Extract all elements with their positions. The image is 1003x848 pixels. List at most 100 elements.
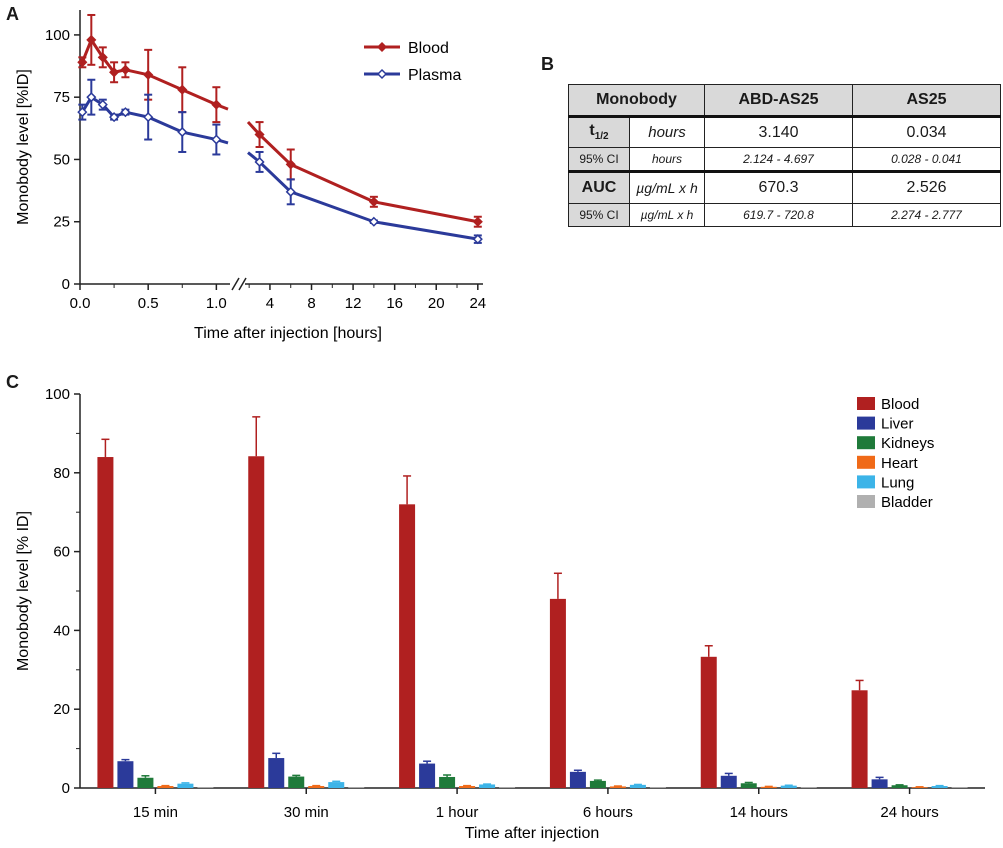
data-point-blood — [143, 69, 154, 80]
bar-bladder — [800, 787, 817, 788]
bar-kidneys — [740, 783, 757, 788]
row-value-abd: 670.3 — [704, 171, 853, 204]
bar-bladder — [649, 787, 666, 788]
data-point-plasma — [254, 156, 265, 168]
y-tick-label: 80 — [53, 465, 70, 482]
bar-heart — [760, 786, 777, 788]
row-label-ci: 95% CI — [568, 147, 630, 173]
data-point-blood — [97, 52, 108, 63]
bar-heart — [911, 787, 928, 788]
y-tick-label: 0 — [62, 276, 70, 293]
data-point-plasma — [211, 134, 222, 145]
data-point-plasma — [109, 112, 120, 123]
panel-c-letter: C — [6, 372, 19, 392]
data-point-blood — [77, 57, 88, 68]
bar-blood — [851, 690, 868, 788]
panel-b-letter: B — [541, 54, 554, 74]
row-value-as25: 2.526 — [852, 171, 1001, 204]
y-tick-label: 60 — [53, 544, 70, 561]
data-point-blood — [368, 196, 379, 207]
bar-lung — [328, 782, 345, 788]
data-point-plasma — [77, 107, 88, 118]
legend-label: Kidneys — [881, 435, 934, 452]
x-tick-label: 14 hours — [730, 804, 788, 821]
data-point-blood — [211, 99, 222, 110]
legend-label: Liver — [881, 416, 914, 433]
bar-blood — [549, 598, 566, 788]
table-row-t-half-ci: 95% CI hours 2.124 - 4.697 0.028 - 0.041 — [568, 147, 1001, 173]
axis-break-mark — [231, 277, 240, 291]
bar-blood — [97, 457, 114, 788]
biodistribution-bar-chart: 0 20 40 60 80 100 15 min 30 min 1 hour 6 hours 14 … — [15, 386, 985, 842]
bar-blood — [700, 656, 717, 788]
bar-liver — [419, 763, 436, 788]
x-tick-label: 12 — [345, 295, 362, 312]
data-point-blood — [109, 67, 120, 78]
pharmacokinetic-parameters-table: Monobody ABD-AS25 AS25 t1/2 hours 3.140 … — [568, 84, 1001, 227]
legend-label: Blood — [881, 396, 919, 413]
bar-liver — [720, 775, 737, 788]
x-tick-label: 15 min — [133, 804, 178, 821]
table-header-as25: AS25 — [852, 84, 1001, 118]
row-label-t-half: t1/2 — [568, 116, 630, 148]
y-tick-label: 75 — [53, 89, 70, 106]
bar-heart — [459, 786, 476, 788]
table-row-t-half: t1/2 hours 3.140 0.034 — [568, 116, 1001, 148]
legend-swatch-bladder — [857, 495, 875, 508]
row-value-abd: 619.7 - 720.8 — [704, 203, 853, 227]
x-tick-label: 24 hours — [880, 804, 938, 821]
bar-liver — [117, 761, 134, 788]
row-unit: µg/mL x h — [629, 171, 705, 204]
bar-bladder — [499, 787, 516, 788]
bar-lung — [177, 783, 194, 788]
bar-lung — [780, 785, 797, 788]
table-row-auc: AUC µg/mL x h 670.3 2.526 — [568, 171, 1001, 204]
bar-lung — [629, 784, 646, 788]
data-point-plasma — [177, 126, 188, 138]
x-tick-label: 24 — [469, 295, 486, 312]
legend-swatch-heart — [857, 455, 875, 469]
legend-label: Lung — [881, 474, 914, 491]
y-tick-label: 100 — [45, 27, 70, 44]
legend-swatch-liver — [857, 416, 875, 430]
bar-liver — [871, 779, 888, 788]
bar-heart — [157, 786, 174, 788]
bar-bladder — [348, 787, 365, 788]
legend-swatch-blood — [857, 397, 875, 410]
bar-kidneys — [288, 776, 305, 788]
legend-marker — [376, 68, 388, 80]
y-axis-label: Monobody level [%ID] — [15, 69, 32, 225]
x-tick-label: 30 min — [284, 804, 329, 821]
row-value-as25: 0.028 - 0.041 — [852, 147, 1001, 173]
data-point-blood — [120, 64, 131, 75]
row-unit: hours — [629, 116, 705, 148]
x-tick-label: 0.0 — [70, 295, 91, 312]
y-tick-label: 0 — [62, 780, 70, 797]
table-header-row: Monobody ABD-AS25 AS25 — [568, 84, 1001, 118]
axis-break-mark — [238, 277, 247, 291]
bar-kidneys — [589, 780, 606, 788]
series-line-blood — [246, 120, 479, 224]
row-value-as25: 2.274 - 2.777 — [852, 203, 1001, 227]
data-point-blood — [86, 34, 97, 45]
x-tick-label: 8 — [307, 295, 315, 312]
x-tick-label: 6 hours — [583, 804, 633, 821]
bar-bladder — [951, 787, 968, 788]
legend-label: Blood — [408, 40, 449, 57]
legend-label: Bladder — [881, 494, 933, 511]
row-value-as25: 0.034 — [852, 116, 1001, 148]
legend-swatch-kidneys — [857, 436, 875, 450]
table-header-abd-as25: ABD-AS25 — [704, 84, 853, 118]
bar-lung — [479, 784, 496, 788]
data-point-plasma — [472, 234, 483, 245]
x-axis-label: Time after injection — [465, 825, 600, 842]
y-tick-label: 25 — [53, 214, 70, 231]
panel-a-letter: A — [6, 4, 19, 24]
data-point-blood — [285, 159, 296, 170]
data-point-plasma — [368, 216, 379, 227]
data-point-blood — [254, 129, 265, 140]
legend-marker — [376, 41, 388, 53]
y-axis-label: Monobody level [% ID] — [15, 511, 32, 671]
data-point-blood — [472, 216, 483, 227]
